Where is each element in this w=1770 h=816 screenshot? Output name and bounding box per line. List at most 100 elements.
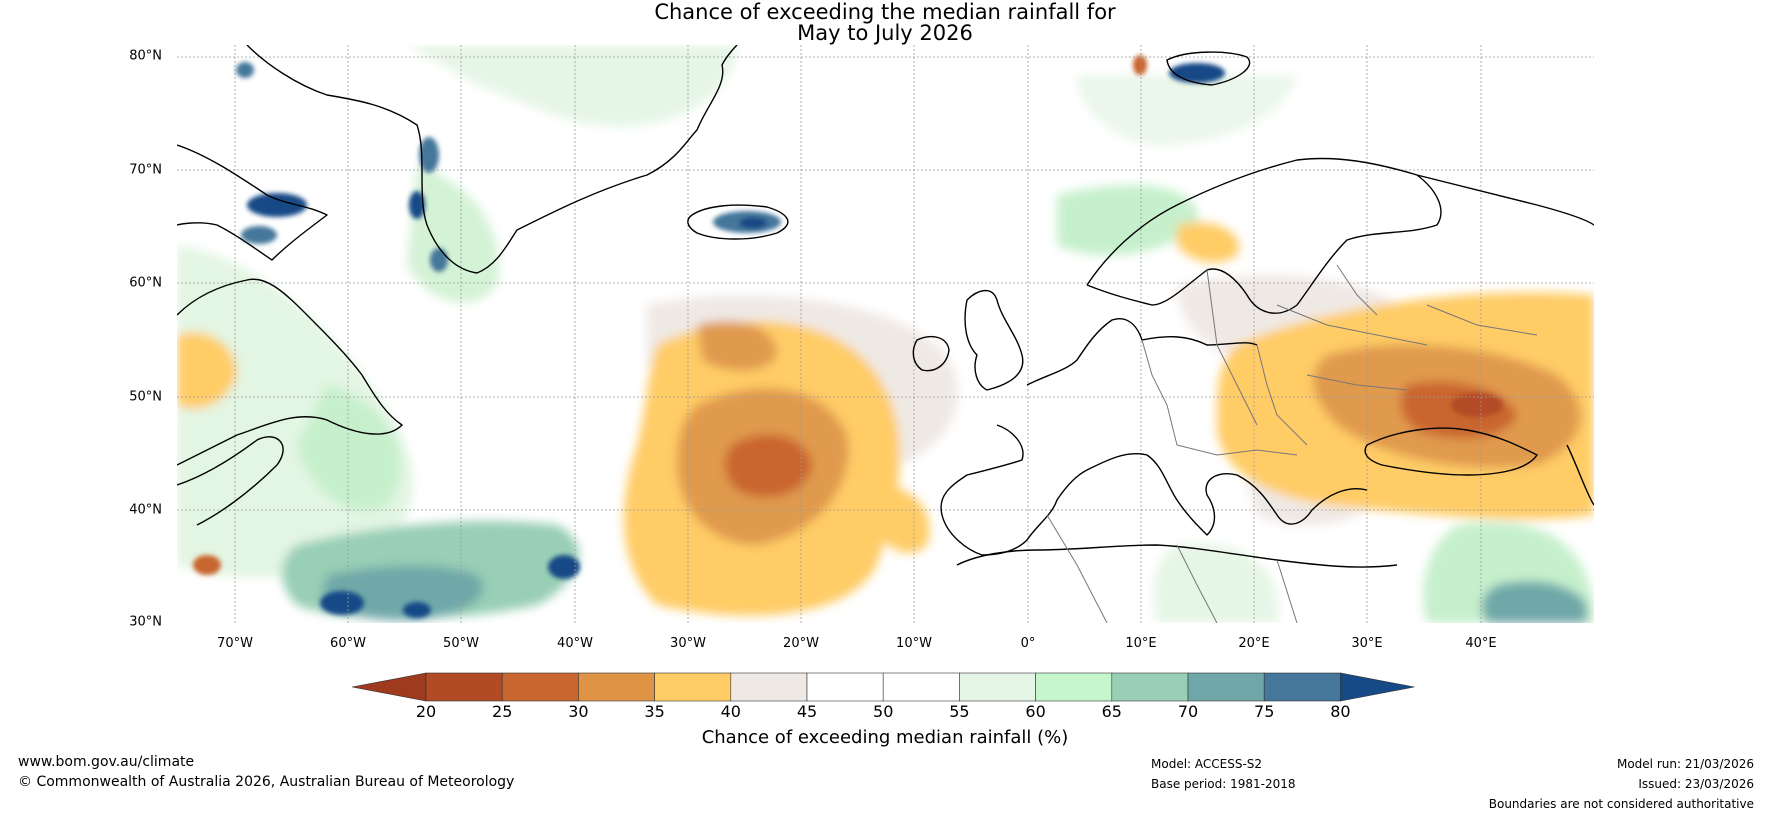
lon-label-20w: 20°W bbox=[783, 636, 819, 651]
colorbar-label: Chance of exceeding median rainfall (%) bbox=[701, 727, 1069, 748]
coast-svalbard bbox=[1166, 51, 1251, 86]
spot-atlantic-dry-1 bbox=[193, 555, 221, 575]
lat-label-50n: 50°N bbox=[129, 389, 162, 405]
coast-black-sea bbox=[1364, 427, 1538, 476]
cb-tick-35: 35 bbox=[644, 702, 665, 721]
field-orange-atlantic-north bbox=[697, 321, 777, 371]
colorbar-segment-45-50 bbox=[806, 672, 884, 702]
coast-britain bbox=[964, 289, 1024, 391]
lat-label-70n: 70°N bbox=[129, 162, 162, 178]
lon-label-0: 0° bbox=[1020, 636, 1036, 651]
lon-label-50w: 50°W bbox=[443, 636, 479, 651]
coast-north-africa bbox=[956, 544, 1398, 568]
spot-baffin-1 bbox=[247, 193, 307, 217]
cb-tick-45: 45 bbox=[796, 702, 818, 721]
coast-baffin bbox=[177, 144, 328, 261]
spot-iceland-core bbox=[739, 217, 767, 229]
lat-label-30n: 30°N bbox=[129, 614, 162, 630]
website-link[interactable]: www.bom.gov.au/climate bbox=[18, 754, 195, 770]
coast-caspian bbox=[1566, 444, 1594, 506]
spot-svalbard-dry bbox=[1133, 55, 1147, 75]
lon-label-70w: 70°W bbox=[217, 636, 253, 651]
lon-label-30e: 30°E bbox=[1351, 636, 1383, 651]
cb-tick-55: 55 bbox=[949, 702, 970, 721]
country-borders bbox=[1046, 264, 1538, 623]
lat-label-80n: 80°N bbox=[129, 48, 162, 64]
probability-fields bbox=[177, 45, 1594, 623]
spot-greenland-west-nw bbox=[236, 62, 254, 78]
base-period: Base period: 1981-2018 bbox=[1151, 777, 1296, 791]
field-green-norway bbox=[1057, 185, 1198, 256]
lon-label-40e: 40°E bbox=[1465, 636, 1497, 651]
colorbar bbox=[352, 672, 1415, 702]
coast-kola bbox=[1416, 174, 1594, 226]
issued-date: Issued: 23/03/2026 bbox=[1638, 777, 1754, 791]
spot-svalbard bbox=[1169, 63, 1225, 83]
lon-label-40w: 40°W bbox=[557, 636, 593, 651]
spot-black-sea-dry bbox=[1451, 393, 1503, 417]
field-yellow-iberia bbox=[872, 485, 930, 554]
colorbar-arrow-low bbox=[352, 672, 427, 702]
coast-greenland bbox=[246, 45, 738, 274]
coast-ireland bbox=[912, 335, 950, 372]
rainfall-map bbox=[177, 45, 1594, 623]
colorbar-segment-25-30 bbox=[501, 672, 579, 702]
colorbar-segment-40-45 bbox=[730, 672, 808, 702]
colorbar-segment-55-60 bbox=[959, 672, 1036, 702]
lat-label-40n: 40°N bbox=[129, 502, 162, 518]
cb-tick-80: 80 bbox=[1330, 702, 1351, 721]
field-yellow-west bbox=[177, 332, 237, 409]
coast-med-north bbox=[1086, 453, 1368, 536]
field-light-green-scandinavia bbox=[1077, 75, 1297, 145]
colorbar-segment-20-25 bbox=[425, 672, 503, 702]
map-title-line1: Chance of exceeding the median rainfall … bbox=[654, 0, 1116, 24]
boundaries-disclaimer: Boundaries are not considered authoritat… bbox=[1488, 797, 1754, 811]
field-dark-orange-atlantic bbox=[725, 434, 812, 497]
cb-tick-30: 30 bbox=[568, 702, 589, 721]
coast-iceland bbox=[687, 204, 789, 240]
spot-greenland-east-1 bbox=[419, 137, 439, 173]
cb-tick-70: 70 bbox=[1177, 702, 1199, 721]
lon-label-60w: 60°W bbox=[330, 636, 366, 651]
cb-tick-65: 65 bbox=[1101, 702, 1122, 721]
field-teal-south-east bbox=[1481, 581, 1587, 623]
map-title-line2: May to July 2026 bbox=[797, 21, 973, 45]
field-green-labrador-sea bbox=[297, 385, 401, 511]
coast-scandinavia bbox=[1086, 157, 1442, 314]
colorbar-segment-50-55 bbox=[882, 672, 960, 702]
spot-greenland-east-2 bbox=[409, 191, 425, 219]
coast-western-europe bbox=[1026, 318, 1258, 386]
lon-label-10w: 10°W bbox=[896, 636, 932, 651]
field-light-green-north-atlantic bbox=[407, 45, 737, 127]
cb-tick-75: 75 bbox=[1254, 702, 1275, 721]
coastlines bbox=[177, 45, 1594, 568]
spot-greenland-east-3 bbox=[430, 248, 448, 272]
colorbar-segment-70-75 bbox=[1187, 672, 1265, 702]
model-run-date: Model run: 21/03/2026 bbox=[1616, 757, 1754, 771]
lon-label-20e: 20°E bbox=[1238, 636, 1270, 651]
cb-tick-50: 50 bbox=[873, 702, 894, 721]
colorbar-segment-65-70 bbox=[1111, 672, 1189, 702]
wet-spots bbox=[193, 55, 1503, 618]
graticule bbox=[177, 45, 1594, 623]
model-name: Model: ACCESS-S2 bbox=[1151, 757, 1263, 771]
spot-atlantic-blue-1 bbox=[548, 555, 580, 579]
lon-label-10e: 10°E bbox=[1125, 636, 1157, 651]
field-green-greenland-sea bbox=[407, 165, 499, 303]
lon-label-30w: 30°W bbox=[670, 636, 706, 651]
cb-tick-60: 60 bbox=[1025, 702, 1046, 721]
colorbar-segment-30-35 bbox=[578, 672, 655, 702]
colorbar-segment-35-40 bbox=[654, 672, 732, 702]
colorbar-arrow-high bbox=[1340, 672, 1415, 702]
colorbar-segment-75-80 bbox=[1263, 672, 1341, 702]
copyright-text: © Commonwealth of Australia 2026, Austra… bbox=[18, 774, 515, 790]
cb-tick-40: 40 bbox=[720, 702, 741, 721]
spot-atlantic-blue-2 bbox=[320, 591, 364, 615]
coast-newengland bbox=[177, 436, 284, 526]
cb-tick-20: 20 bbox=[415, 702, 437, 721]
coast-labrador bbox=[177, 278, 403, 466]
spot-baffin-2 bbox=[241, 226, 277, 244]
field-yellow-scandinavia bbox=[1177, 222, 1239, 263]
spot-atlantic-blue-3 bbox=[403, 602, 431, 618]
field-light-green-africa bbox=[1153, 543, 1279, 623]
